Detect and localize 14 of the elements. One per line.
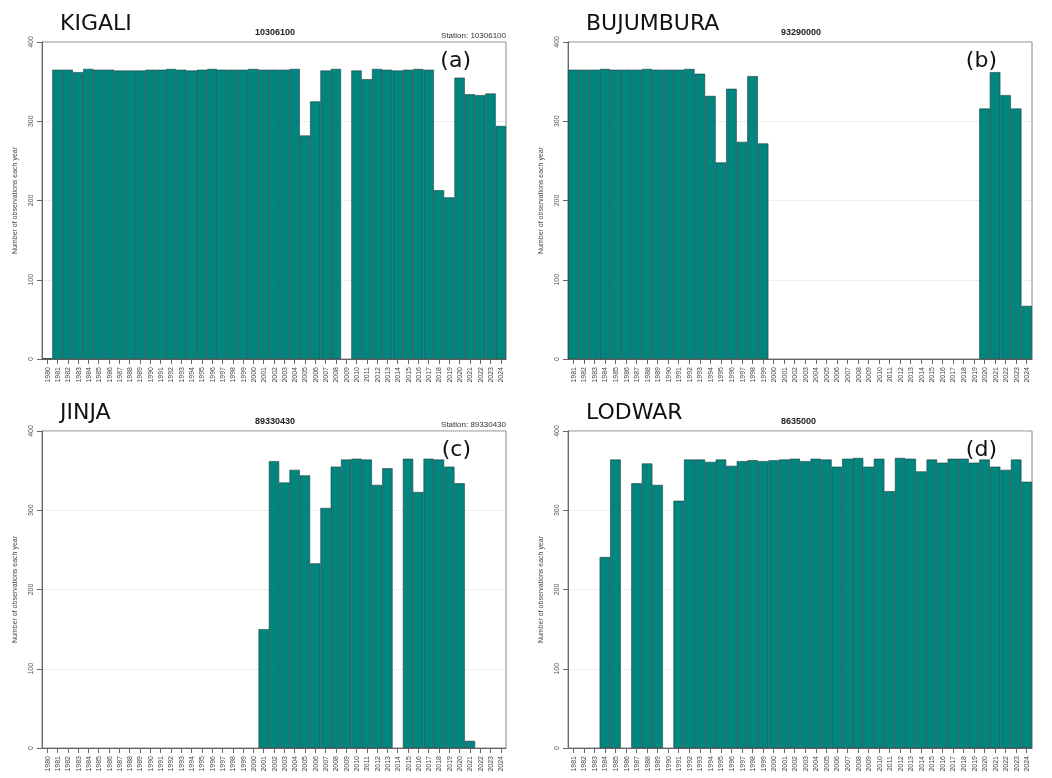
annotation: (a)	[440, 46, 472, 72]
chart-subtitle: 10306100	[255, 26, 296, 37]
chart-title: LODWAR	[586, 398, 683, 424]
chart-title: JINJA	[58, 398, 111, 424]
annotation: (c)	[441, 435, 471, 461]
chart-title: BUJUMBURA	[586, 9, 720, 35]
chart-subtitle: 93290000	[781, 26, 822, 37]
text: Station: 89330430	[441, 419, 507, 429]
text: Station: 10306100	[441, 30, 507, 40]
chart-title: KIGALI	[60, 9, 132, 35]
annotation: (b)	[965, 46, 998, 72]
chart-subtitle: 89330430	[255, 415, 296, 426]
chart-subtitle: 8635000	[781, 415, 817, 426]
annotation: (d)	[965, 435, 998, 461]
